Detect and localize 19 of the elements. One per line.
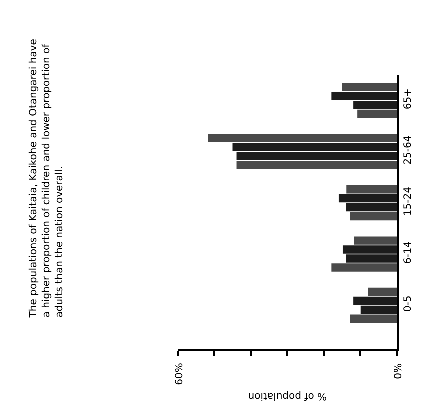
bar [368,288,397,296]
y-tick-label: 65+ [402,88,414,110]
y-tick-label: 25-64 [402,136,414,165]
bar [354,236,397,245]
bar [350,314,397,324]
bar [342,83,397,92]
y-tick-label: 0-5 [402,296,414,312]
bar [346,185,397,194]
y-tick-label: 15-24 [402,187,414,216]
bar [236,161,397,170]
bar [358,110,397,118]
x-tick-label: 0% [394,363,405,380]
bar [332,264,397,272]
x-tick-label: 60% [174,363,186,386]
bar [350,212,397,221]
bar [208,134,397,142]
y-tick-label: 6-14 [402,241,414,264]
text: The populations of Kaitaia, Kaikohe and Otangarei have a higher proportion of children and lower proportion of adults than the nation overall. [28,39,66,319]
x-axis-title: % of population [248,390,327,402]
